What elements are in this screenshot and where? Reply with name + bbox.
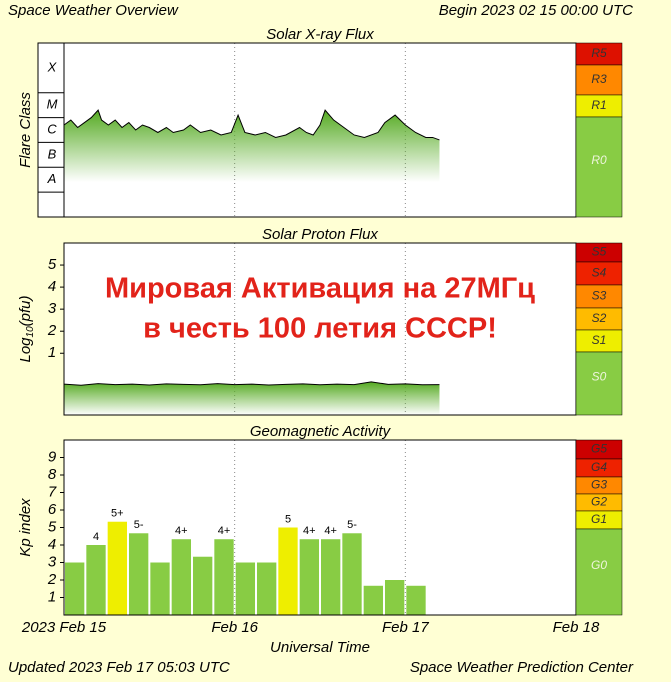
kp-bar bbox=[406, 585, 426, 615]
panel-title: Geomagnetic Activity bbox=[250, 423, 392, 440]
kp-bar bbox=[86, 545, 106, 615]
y-tick-label: 2 bbox=[47, 571, 57, 588]
y-tick-label: 7 bbox=[48, 483, 57, 500]
y-label-part: Log bbox=[17, 337, 34, 363]
y-tick-label: 9 bbox=[48, 448, 57, 465]
y-tick-label: A bbox=[47, 171, 57, 186]
annotation: Мировая Активация на 27МГц bbox=[105, 273, 535, 305]
y-tick-label: 5 bbox=[48, 256, 57, 273]
scale-label: G1 bbox=[591, 512, 607, 526]
plot-area bbox=[64, 440, 576, 615]
kp-bar bbox=[278, 527, 298, 615]
kp-value-label: 4 bbox=[93, 531, 99, 543]
y-tick-label: M bbox=[47, 97, 58, 112]
kp-value-label: 4+ bbox=[175, 525, 188, 537]
kp-value-label: 5+ bbox=[111, 508, 124, 520]
kp-value-label: 4+ bbox=[218, 525, 231, 537]
updated: Updated 2023 Feb 17 05:03 UTC bbox=[8, 659, 230, 676]
kp-bar bbox=[342, 533, 362, 615]
x-tick-label: Feb 16 bbox=[211, 619, 258, 636]
scale-label: S1 bbox=[592, 333, 607, 347]
class-column bbox=[37, 42, 65, 218]
kp-bar bbox=[257, 562, 277, 615]
y-tick-label: 4 bbox=[48, 536, 56, 553]
annotation: в честь 100 летия СССР! bbox=[143, 313, 497, 345]
flux-fill bbox=[64, 381, 440, 415]
y-axis-label: Kp index bbox=[17, 498, 34, 557]
kp-bar bbox=[65, 562, 85, 615]
scale-label: R5 bbox=[591, 46, 607, 60]
y-tick-label: 4 bbox=[48, 278, 56, 295]
x-tick-label: 2023 Feb 15 bbox=[21, 619, 107, 636]
scale-box bbox=[575, 116, 623, 218]
kp-value-label: 5- bbox=[347, 519, 357, 531]
kp-value-label: 5- bbox=[134, 519, 144, 531]
kp-value-label: 4+ bbox=[303, 525, 316, 537]
y-tick-label: 3 bbox=[48, 300, 57, 317]
y-label-part: (pfu) bbox=[17, 295, 34, 326]
kp-value-label: 5 bbox=[285, 513, 291, 525]
kp-bar bbox=[363, 585, 383, 615]
y-axis-label: Flare Class bbox=[17, 92, 34, 168]
scale-label: S3 bbox=[592, 289, 607, 303]
x-axis-label: Universal Time bbox=[270, 639, 370, 656]
scale-label: R3 bbox=[591, 72, 607, 86]
y-tick-label: 8 bbox=[48, 466, 57, 483]
begin-time: Begin 2023 02 15 00:00 UTC bbox=[439, 2, 633, 19]
y-tick-label: C bbox=[47, 121, 57, 136]
y-tick-label: 3 bbox=[48, 553, 57, 570]
kp-bar bbox=[193, 556, 213, 615]
kp-bar bbox=[321, 539, 341, 615]
y-tick-label: 6 bbox=[48, 501, 57, 518]
page-title: Space Weather Overview bbox=[8, 2, 179, 19]
kp-bar bbox=[171, 539, 191, 615]
subscript: 10 bbox=[25, 326, 36, 338]
scale-label: R0 bbox=[591, 153, 607, 167]
x-tick-label: Feb 17 bbox=[382, 619, 429, 636]
kp-bar bbox=[129, 533, 149, 615]
y-tick-label: 1 bbox=[48, 588, 56, 605]
scale-label: G2 bbox=[591, 495, 607, 509]
y-tick-label: X bbox=[47, 59, 58, 74]
scale-label: S4 bbox=[592, 266, 607, 280]
scale-label: S5 bbox=[592, 245, 607, 259]
scale-box bbox=[575, 528, 623, 616]
flux-fill bbox=[64, 110, 440, 182]
y-tick-label: 5 bbox=[48, 518, 57, 535]
panel-title: Solar X-ray Flux bbox=[266, 26, 374, 43]
kp-bar bbox=[214, 539, 234, 615]
panel-title: Solar Proton Flux bbox=[262, 226, 378, 243]
kp-bar bbox=[107, 521, 127, 615]
y-tick-label: 2 bbox=[47, 322, 57, 339]
kp-bar bbox=[299, 539, 319, 615]
y-axis-label: Log10(pfu) bbox=[17, 295, 36, 362]
scale-box bbox=[575, 351, 623, 416]
scale-label: G5 bbox=[591, 442, 607, 456]
y-tick-label: B bbox=[48, 146, 57, 161]
scale-label: G3 bbox=[591, 478, 607, 492]
scale-label: S0 bbox=[592, 370, 607, 384]
scale-label: G4 bbox=[591, 460, 607, 474]
x-tick-label: Feb 18 bbox=[553, 619, 600, 636]
kp-value-label: 4+ bbox=[324, 525, 337, 537]
scale-box bbox=[575, 64, 623, 96]
flux-line bbox=[63, 381, 440, 386]
kp-bar bbox=[235, 562, 255, 615]
flux-line bbox=[63, 109, 440, 141]
scale-label: S2 bbox=[592, 311, 607, 325]
scale-label: R1 bbox=[591, 98, 606, 112]
kp-bar bbox=[150, 562, 170, 615]
y-tick-label: 1 bbox=[48, 344, 56, 361]
scale-label: G0 bbox=[591, 558, 607, 572]
center: Space Weather Prediction Center bbox=[410, 659, 634, 676]
kp-bar bbox=[385, 580, 405, 615]
